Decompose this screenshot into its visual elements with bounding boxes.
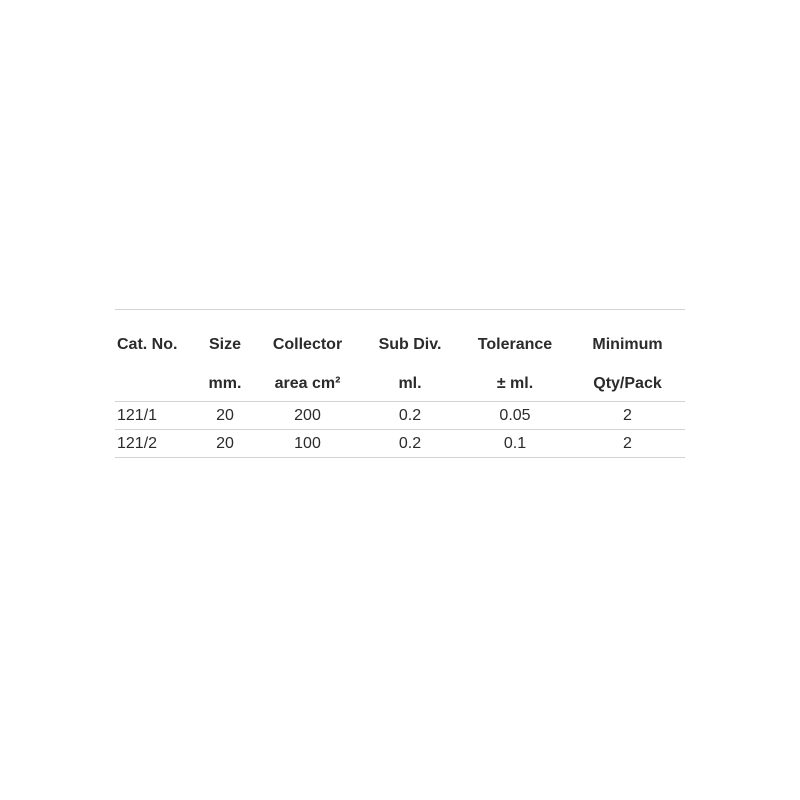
col-header-text: ml. [398,375,421,392]
cell-subdiv: 0.2 [360,429,460,457]
col-header-text: Size [209,336,241,353]
col-header-text: Sub Div. [379,336,442,353]
cell-size: 20 [195,401,255,429]
table-row: 121/1 20 200 0.2 0.05 2 [115,401,685,429]
col-header-collector-area: Collector area cm² [255,310,360,402]
cell-qty: 2 [570,401,685,429]
col-header-text: mm. [209,375,242,392]
cell-size: 20 [195,429,255,457]
col-header-cat-no: Cat. No. [115,310,195,402]
spec-table-container: Cat. No. Size mm. Collector area cm² Sub… [115,309,685,458]
col-header-text: ± ml. [497,375,533,392]
cell-tol: 0.1 [460,429,570,457]
cell-qty: 2 [570,429,685,457]
col-header-text: Tolerance [478,336,552,353]
col-header-text: Collector [273,336,342,353]
cell-subdiv: 0.2 [360,401,460,429]
cell-cat-no: 121/2 [115,429,195,457]
col-header-text: Minimum [592,336,662,353]
col-header-min-qty: Minimum Qty/Pack [570,310,685,402]
col-header-tolerance: Tolerance ± ml. [460,310,570,402]
col-header-text: Cat. No. [117,336,177,353]
cell-cat-no: 121/1 [115,401,195,429]
col-header-text: area cm² [275,375,341,392]
cell-area: 200 [255,401,360,429]
spec-table: Cat. No. Size mm. Collector area cm² Sub… [115,309,685,458]
table-row: 121/2 20 100 0.2 0.1 2 [115,429,685,457]
table-header-row: Cat. No. Size mm. Collector area cm² Sub… [115,310,685,402]
col-header-text: Qty/Pack [593,375,661,392]
cell-tol: 0.05 [460,401,570,429]
col-header-sub-div: Sub Div. ml. [360,310,460,402]
col-header-size: Size mm. [195,310,255,402]
cell-area: 100 [255,429,360,457]
